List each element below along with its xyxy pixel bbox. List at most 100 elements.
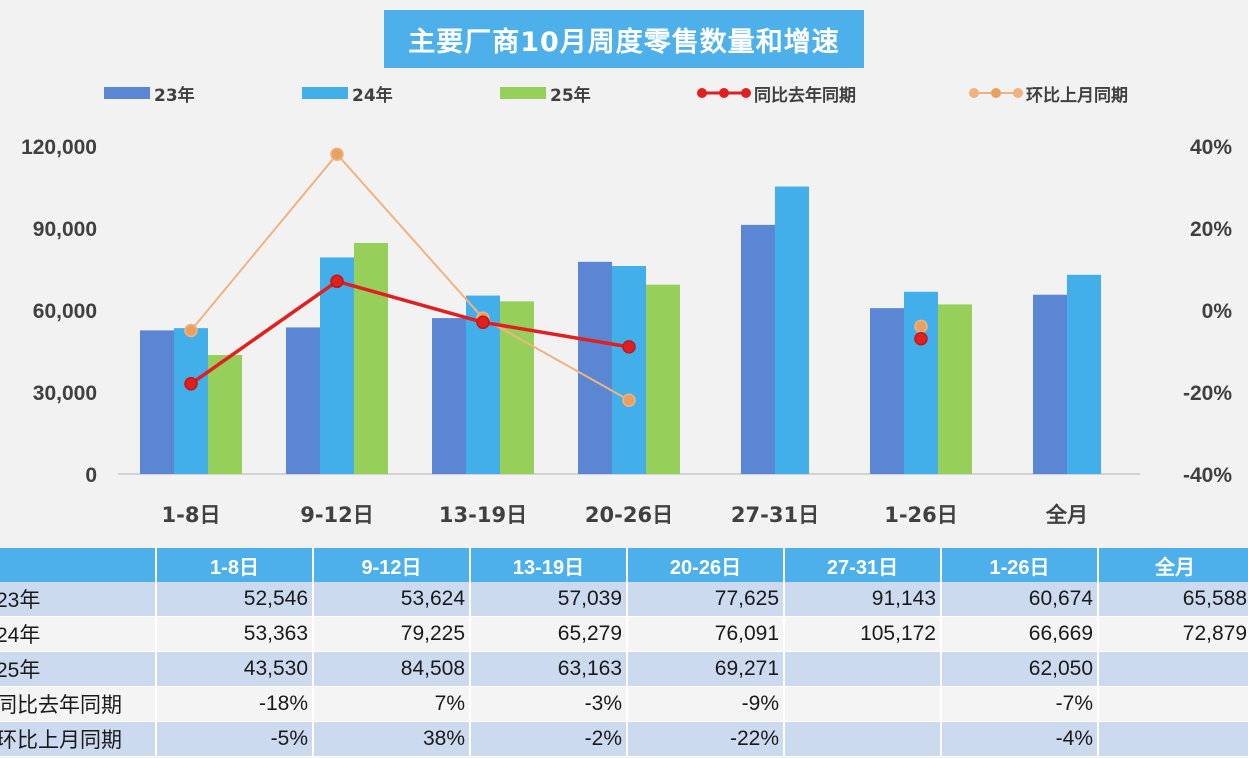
table-header-cell: 1-26日: [941, 548, 1099, 582]
table-header-row: 1-8日 9-12日 13-19日 20-26日 27-31日 1-26日 全月: [0, 548, 1248, 582]
legend-item-mom: 环比上月同期: [968, 81, 1128, 106]
table-cell: -9%: [627, 686, 785, 722]
bar: [870, 308, 904, 474]
bar: [174, 328, 208, 474]
x-tick-label: 9-12日: [300, 503, 374, 527]
x-tick-label: 27-31日: [731, 503, 819, 527]
table-cell: [1098, 721, 1248, 757]
table-cell: 76,091: [627, 616, 785, 652]
table-cell: 69,271: [627, 651, 785, 687]
series-line-segment: [189, 279, 339, 386]
table-row-label: 23年: [0, 582, 157, 617]
table-cell: -4%: [941, 721, 1099, 757]
table-header-cell: [0, 548, 157, 582]
table-cell: [1098, 651, 1248, 687]
table-cell: [784, 721, 942, 757]
bar: [741, 224, 775, 474]
legend-swatch-23: [104, 87, 150, 99]
table-cell: 52,546: [156, 582, 314, 617]
table-cell: 65,279: [470, 616, 628, 652]
table-cell: 66,669: [941, 616, 1099, 652]
table-cell: -7%: [941, 686, 1099, 722]
table-cell: 60,674: [941, 582, 1099, 617]
series-line-segment: [336, 279, 484, 324]
line-point: [622, 393, 636, 407]
table-row: 25年 43,530 84,508 63,163 69,271 62,050: [0, 651, 1248, 687]
table-cell: 63,163: [470, 651, 628, 687]
table-body: 23年 52,546 53,624 57,039 77,625 91,143 60,674 6…: [0, 582, 1248, 757]
bar: [1033, 294, 1067, 474]
bar: [1067, 274, 1101, 474]
data-table: 1-8日 9-12日 13-19日 20-26日 27-31日 1-26日 全月…: [0, 548, 1248, 757]
y-left-tick-label: 0: [85, 464, 97, 487]
bar: [320, 257, 354, 474]
bar: [646, 284, 680, 474]
line-point: [914, 331, 928, 346]
table-cell: 79,225: [313, 616, 471, 652]
table-cell: 91,143: [784, 582, 942, 617]
table-cell: 53,363: [156, 616, 314, 652]
y-right-tick-label: 40%: [1190, 136, 1232, 159]
table-cell: 43,530: [156, 651, 314, 687]
table-cell: 53,624: [313, 582, 471, 617]
table-cell: [784, 686, 942, 722]
table-row-label: 环比上月同期: [0, 721, 157, 757]
table-cell: [784, 651, 942, 687]
legend-label-24: 24年: [352, 85, 393, 106]
chart-title: 主要厂商10月周度零售数量和增速: [384, 10, 864, 68]
legend-line-yoy: [697, 88, 751, 98]
y-left-tick-label: 30,000: [33, 382, 97, 405]
bar: [208, 355, 242, 474]
table-row-label: 25年: [0, 651, 157, 687]
bar: [286, 327, 320, 474]
table-row: 24年 53,363 79,225 65,279 76,091 105,172 66,669…: [0, 616, 1248, 652]
y-right-tick-label: -20%: [1183, 382, 1232, 405]
table-cell: -22%: [627, 721, 785, 757]
table-cell: -5%: [156, 721, 314, 757]
y-right-tick-label: 0%: [1202, 300, 1233, 323]
y-left-tick-label: 120,000: [21, 136, 97, 159]
table-cell: 105,172: [784, 616, 942, 652]
series-line-segment: [482, 317, 630, 402]
line-point: [914, 319, 928, 334]
table-cell: [1098, 686, 1248, 722]
table-row: 环比上月同期 -5% 38% -2% -22% -4%: [0, 721, 1248, 757]
legend-line-mom: [969, 88, 1023, 98]
table-cell: 65,588: [1098, 582, 1248, 617]
bar: [612, 266, 646, 474]
bar: [354, 243, 388, 474]
line-point: [476, 315, 490, 330]
bar: [578, 261, 612, 474]
table-header-cell: 1-8日: [156, 548, 314, 582]
legend-label-mom: 环比上月同期: [1026, 85, 1128, 106]
table-row: 23年 52,546 53,624 57,039 77,625 91,143 60,674 6…: [0, 582, 1248, 617]
table-cell: 72,879: [1098, 616, 1248, 652]
legend-label-23: 23年: [154, 85, 195, 106]
line-point: [330, 147, 344, 161]
chart-area: 0 30,000 60,000 90,000 120,000 -40% -20% 0% 20% 4…: [21, 10, 1233, 527]
table-header-cell: 27-31日: [784, 548, 942, 582]
x-tick-label: 13-19日: [439, 503, 527, 527]
line-point: [622, 340, 636, 354]
table-cell: 38%: [313, 721, 471, 757]
series-line-segment: [190, 153, 338, 332]
table-cell: 57,039: [470, 582, 628, 617]
legend-item-yoy: 同比去年同期: [696, 81, 856, 106]
x-tick-label: 1-8日: [162, 503, 221, 527]
table-row-label: 同比去年同期: [0, 686, 157, 722]
legend-swatch-25: [500, 87, 546, 99]
legend-label-yoy: 同比去年同期: [754, 85, 856, 106]
legend-item-25: 25年: [500, 81, 591, 106]
table-cell: 77,625: [627, 582, 785, 617]
table-cell: 84,508: [313, 651, 471, 687]
legend-label-25: 25年: [550, 85, 591, 106]
y-left-tick-label: 90,000: [33, 218, 97, 241]
legend-item-24: 24年: [302, 81, 393, 106]
series-line-segment: [336, 153, 484, 319]
bar: [432, 318, 466, 474]
table-header-cell: 9-12日: [313, 548, 471, 582]
table-row-label: 24年: [0, 616, 157, 652]
line-point: [184, 323, 198, 338]
y-left-tick-label: 60,000: [33, 300, 97, 323]
bar: [775, 186, 809, 475]
